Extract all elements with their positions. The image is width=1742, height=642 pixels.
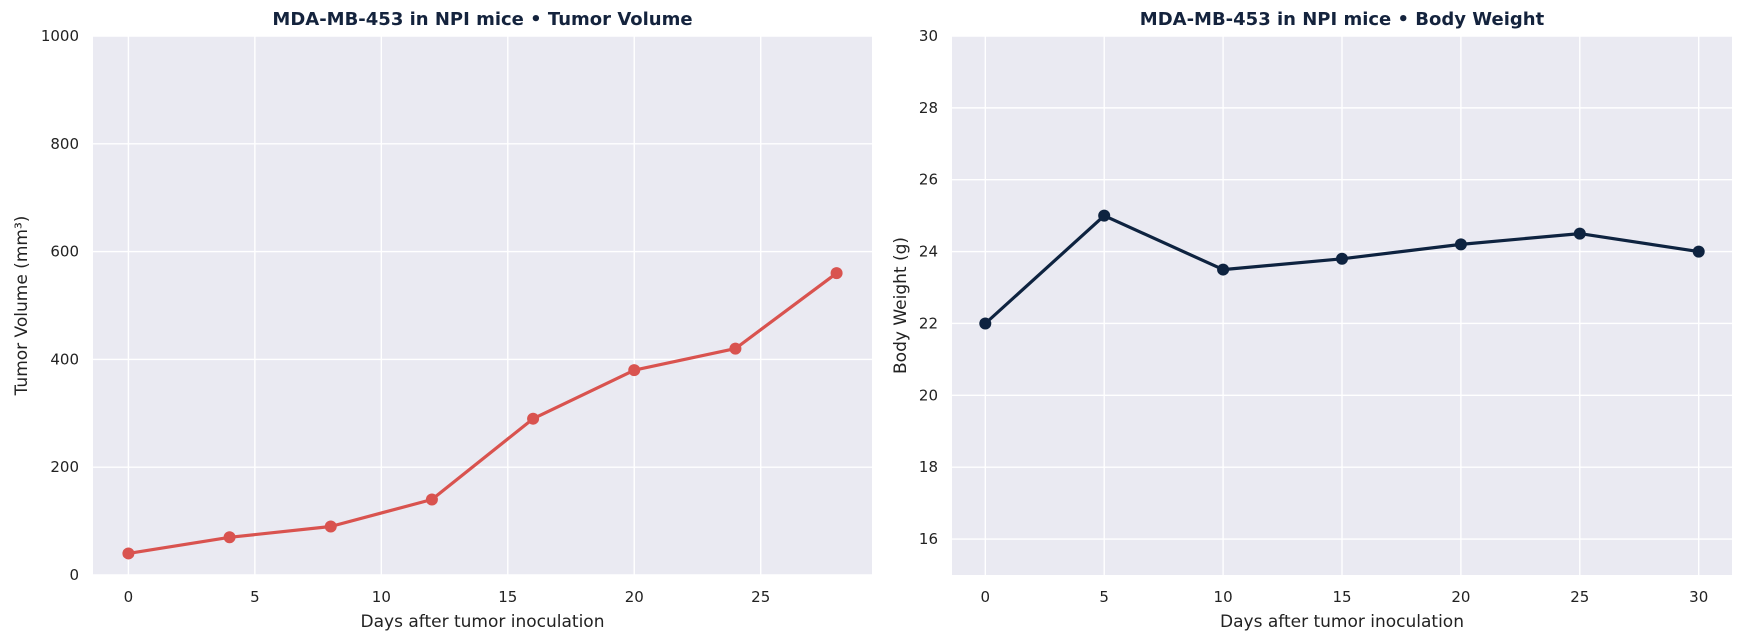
body-weight-x-tick-label: 30 <box>1689 588 1708 606</box>
body-weight-xlabel: Days after tumor inoculation <box>1220 612 1464 632</box>
body-weight-x-tick-label: 5 <box>1099 588 1109 606</box>
tumor-volume-x-tick-label: 15 <box>498 588 517 606</box>
tumor-volume-y-tick-label: 600 <box>50 243 79 261</box>
tumor-volume-y-tick-label: 200 <box>50 458 79 476</box>
tumor-volume-plot-area <box>93 36 872 575</box>
tumor-volume-ylabel: Tumor Volume (mm³) <box>12 216 32 397</box>
body-weight-y-tick-label: 18 <box>919 458 938 476</box>
tumor-volume-y-tick-label: 0 <box>69 566 79 584</box>
body-weight-data-point <box>1336 252 1348 265</box>
body-weight-x-tick-label: 0 <box>981 588 991 606</box>
tumor-volume-x-tick-label: 0 <box>124 588 134 606</box>
tumor-volume-x-tick-label: 25 <box>751 588 770 606</box>
body-weight-data-point <box>1098 209 1111 222</box>
body-weight-panel: 0 5 10 15 20 25 30 16 18 20 22 24 26 28 30 MDA-MB-453 … <box>891 9 1732 632</box>
body-weight-y-tick-label: 24 <box>919 243 938 261</box>
tumor-volume-series-line <box>126 271 839 556</box>
tumor-volume-data-point <box>425 493 438 506</box>
tumor-volume-data-point <box>729 342 742 355</box>
tumor-volume-marks <box>122 267 843 560</box>
tumor-volume-data-point <box>324 520 337 533</box>
tumor-volume-panel: 0 5 10 15 20 25 0 200 400 600 800 1000 MDA-MB-453 i… <box>12 9 872 632</box>
body-weight-data-point <box>1454 238 1467 251</box>
tumor-volume-x-tick-label: 20 <box>625 588 644 606</box>
body-weight-y-tick-label: 16 <box>919 530 938 548</box>
body-weight-grid <box>952 35 1732 575</box>
tumor-volume-y-tick-label: 800 <box>50 135 79 153</box>
body-weight-x-tick-label: 15 <box>1332 588 1351 606</box>
body-weight-data-point <box>1692 245 1705 258</box>
tumor-volume-title: MDA-MB-453 in NPI mice • Tumor Volume <box>272 9 692 30</box>
tumor-volume-grid <box>93 35 872 576</box>
body-weight-data-point <box>979 317 992 330</box>
body-weight-x-tick-label: 20 <box>1451 588 1470 606</box>
body-weight-y-tick-label: 20 <box>919 386 938 404</box>
body-weight-y-tick-label: 22 <box>919 314 938 332</box>
tumor-volume-y-tick-label: 1000 <box>41 27 79 45</box>
body-weight-y-tick-label: 26 <box>919 171 938 189</box>
tumor-volume-y-tick-label: 400 <box>50 350 79 368</box>
body-weight-x-tick-label: 10 <box>1214 588 1233 606</box>
body-weight-y-tick-label: 30 <box>919 27 938 45</box>
body-weight-ticks: 0 5 10 15 20 25 30 16 18 20 22 24 26 28 30 <box>919 27 1708 606</box>
tumor-volume-ticks: 0 5 10 15 20 25 0 200 400 600 800 1000 <box>41 27 770 606</box>
tumor-volume-x-tick-label: 10 <box>372 588 391 606</box>
body-weight-y-tick-label: 28 <box>919 99 938 117</box>
tumor-volume-data-point <box>223 531 236 544</box>
body-weight-data-point <box>1573 227 1586 240</box>
tumor-volume-data-point <box>527 412 540 425</box>
body-weight-title: MDA-MB-453 in NPI mice • Body Weight <box>1140 9 1545 30</box>
body-weight-marks <box>979 209 1705 330</box>
tumor-volume-data-point <box>628 364 641 377</box>
tumor-volume-x-tick-label: 5 <box>250 588 260 606</box>
tumor-volume-data-point <box>830 267 843 280</box>
body-weight-x-tick-label: 25 <box>1570 588 1589 606</box>
tumor-volume-data-point <box>122 547 135 560</box>
tumor-volume-xlabel: Days after tumor inoculation <box>361 612 605 632</box>
body-weight-data-point <box>1217 263 1230 276</box>
body-weight-ylabel: Body Weight (g) <box>891 237 911 374</box>
